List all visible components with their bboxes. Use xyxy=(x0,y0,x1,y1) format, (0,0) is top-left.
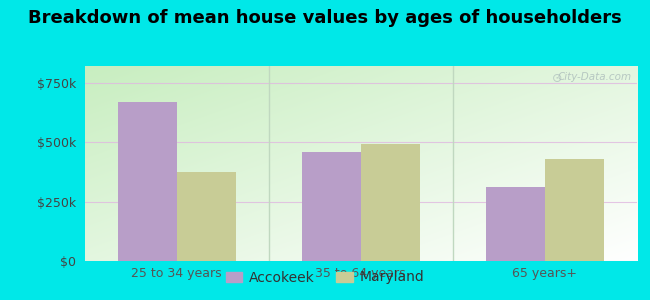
Bar xyxy=(118,102,177,261)
Bar xyxy=(486,187,545,261)
Bar xyxy=(545,159,604,261)
Text: City-Data.com: City-Data.com xyxy=(557,72,632,82)
Legend: Accokeek, Maryland: Accokeek, Maryland xyxy=(220,265,430,290)
Bar xyxy=(302,152,361,261)
Text: ⊙: ⊙ xyxy=(552,72,562,85)
Bar xyxy=(361,145,420,261)
Bar xyxy=(177,172,235,261)
Text: Breakdown of mean house values by ages of householders: Breakdown of mean house values by ages o… xyxy=(28,9,622,27)
